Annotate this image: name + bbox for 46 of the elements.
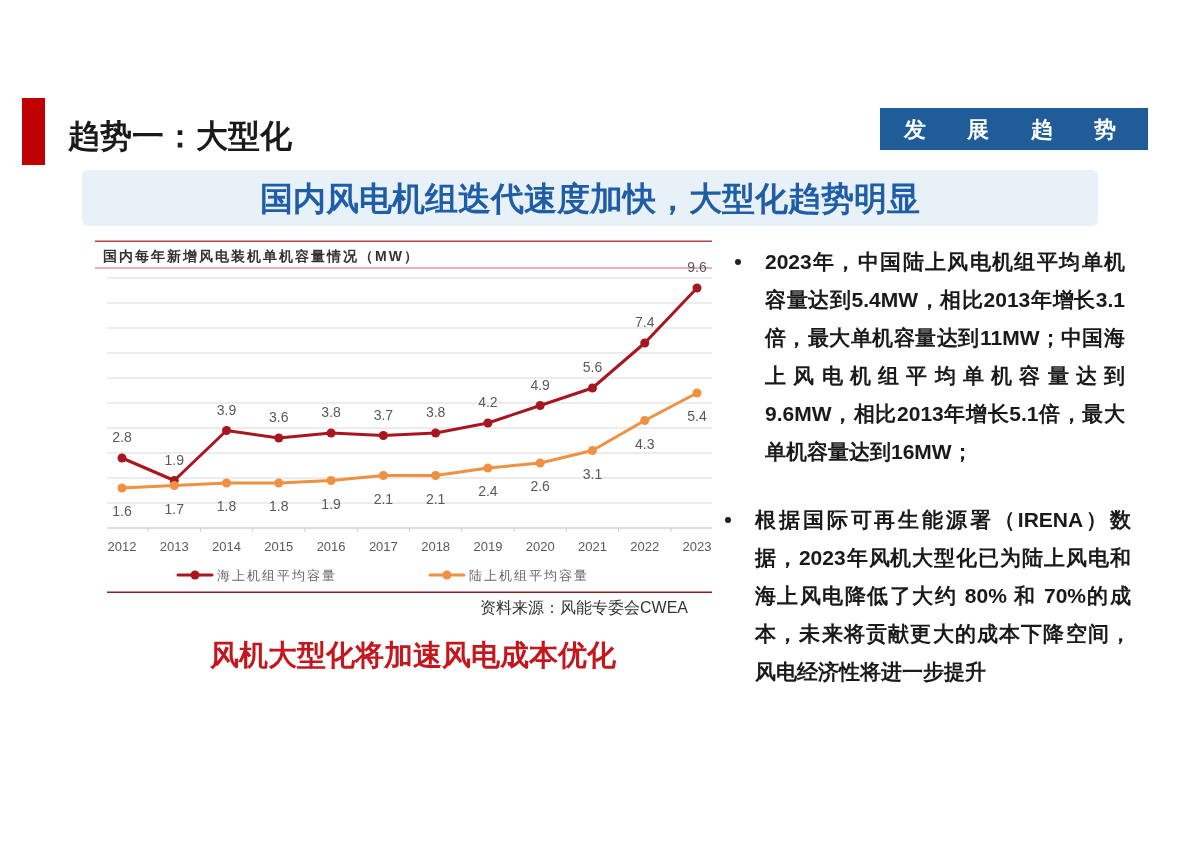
x-tick-label: 2016 xyxy=(316,539,346,554)
x-tick-label: 2019 xyxy=(473,539,503,554)
data-label: 2.1 xyxy=(425,490,446,507)
x-tick-label: 2018 xyxy=(421,539,451,554)
chart-title: 国内每年新增风电装机单机容量情况（MW） xyxy=(103,248,420,264)
data-label: 2.4 xyxy=(478,483,498,499)
data-label: 4.9 xyxy=(530,376,551,393)
text: 2023年，中国陆上风电机组平均单机容量达到5.4MW，相比2013年增长3.1倍，最大单机容量达到11MW；中国海上风电机组平均单机容量达到9.6MW，相比2013年增长5.1倍，最大单机容量达到16MW； xyxy=(765,249,1125,465)
data-label: 3.8 xyxy=(321,404,342,420)
tag: 发展趋势 xyxy=(880,108,1148,150)
data-label: 2.6 xyxy=(530,478,551,494)
data-label: 5.6 xyxy=(582,359,603,375)
x-tick-label: 2021 xyxy=(577,539,607,554)
data-label: 2.8 xyxy=(112,429,132,445)
data-label: 7.4 xyxy=(634,314,655,330)
x-tick-label: 2020 xyxy=(525,539,555,554)
data-label: 9.6 xyxy=(687,259,707,275)
x-tick-label: 2022 xyxy=(630,539,660,554)
x-tick-label: 2014 xyxy=(212,539,242,554)
data-label: 1.9 xyxy=(164,451,185,468)
legend-label: 陆上机组平均容量 xyxy=(469,568,589,583)
text: 资料来源：风能专委会CWEA xyxy=(480,599,689,616)
data-label: 5.4 xyxy=(687,408,707,424)
data-label: 1.7 xyxy=(164,500,185,517)
data-label: 1.9 xyxy=(321,495,342,512)
legend-label: 海上机组平均容量 xyxy=(217,568,337,583)
data-label: 3.7 xyxy=(373,406,394,423)
x-tick-label: 2023 xyxy=(682,539,712,554)
data-label: 1.8 xyxy=(269,498,289,514)
text: 国内风电机组迭代速度加快，大型化趋势明显 xyxy=(260,179,920,217)
data-label: 2.1 xyxy=(373,490,394,507)
x-tick-label: 2013 xyxy=(159,539,189,554)
x-tick-label: 2015 xyxy=(264,539,294,554)
text: 风机大型化将加速风电成本优化 xyxy=(209,639,617,671)
text: 趋势一：大型化 xyxy=(67,118,293,154)
data-label: 4.3 xyxy=(634,435,655,452)
data-label: 3.9 xyxy=(216,401,237,418)
data-label: 3.8 xyxy=(425,404,446,420)
data-label: 4.2 xyxy=(478,394,498,410)
data-label: 3.1 xyxy=(582,465,603,482)
text: 根据国际可再生能源署（IRENA）数据，2023年风机大型化已为陆上风电和海上风电降低了大约 80% 和 70%的成本，未来将贡献更大的成本下降空间，风电经济性将进一步提升 xyxy=(755,507,1131,685)
data-label: 1.8 xyxy=(216,498,237,514)
x-tick-label: 2012 xyxy=(107,539,137,554)
x-tick-label: 2017 xyxy=(368,539,398,554)
data-label: 3.6 xyxy=(269,409,289,425)
data-label: 1.6 xyxy=(112,503,132,519)
